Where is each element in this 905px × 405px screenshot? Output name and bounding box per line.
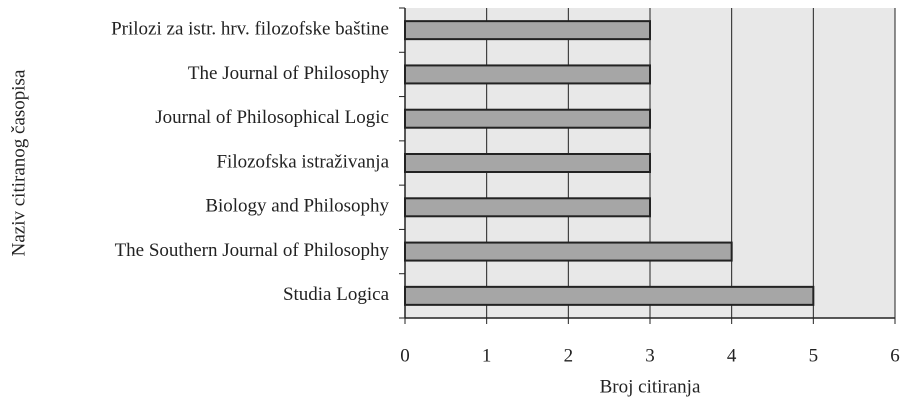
- x-tick-label: 0: [400, 345, 410, 366]
- x-tick-label: 5: [809, 345, 819, 366]
- bar: [404, 64, 651, 85]
- x-tick-label: 4: [727, 345, 737, 366]
- y-tick-label: Filozofska istraživanja: [216, 151, 389, 172]
- y-axis-label: Naziv citiranog časopisa: [8, 69, 29, 256]
- y-tick-label: The Journal of Philosophy: [188, 63, 390, 84]
- bar: [404, 197, 651, 218]
- bar: [404, 285, 815, 306]
- x-tick-label: 2: [564, 345, 574, 366]
- y-tick-label: Biology and Philosophy: [205, 196, 389, 217]
- x-tick-label: 3: [645, 345, 655, 366]
- x-tick-label: 6: [890, 345, 900, 366]
- x-axis-label: Broj citiranja: [600, 376, 701, 397]
- y-tick-label: Journal of Philosophical Logic: [155, 107, 389, 128]
- y-tick-label: The Southern Journal of Philosophy: [115, 240, 390, 261]
- y-tick-label: Studia Logica: [283, 284, 390, 305]
- bar: [404, 108, 651, 129]
- bar: [404, 241, 733, 262]
- y-tick-label: Prilozi za istr. hrv. filozofske baštine: [111, 19, 389, 40]
- bar: [404, 153, 651, 173]
- bar: [404, 20, 651, 41]
- x-tick-label: 1: [482, 345, 492, 366]
